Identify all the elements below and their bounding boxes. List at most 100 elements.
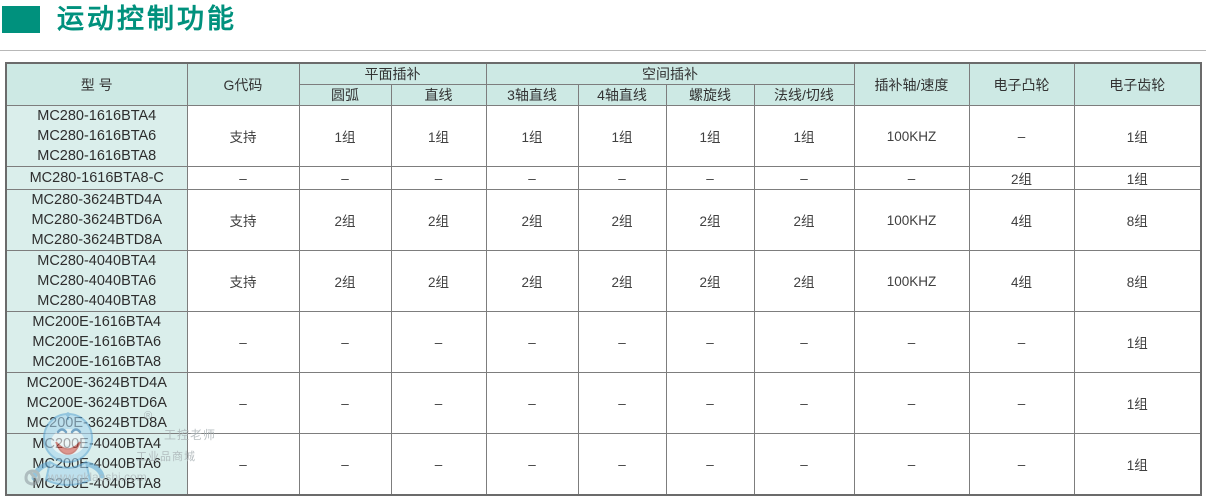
cell-normal-tangent: 1组 (753, 105, 855, 167)
col-header-3axis-line: 3轴直线 (485, 84, 579, 106)
table-row: MC280-1616BTA4 MC280-1616BTA6 MC280-1616… (5, 105, 1202, 167)
model-name: MC280-4040BTA6 (37, 273, 157, 289)
model-cell: MC280-1616BTA8-C (5, 166, 188, 190)
cell-gear: 1组 (1073, 433, 1202, 496)
header-row-1: 型 号 G代码 平面插补 空间插补 插补轴/速度 电子凸轮 电子齿轮 (5, 62, 1202, 106)
model-name: MC200E-1616BTA8 (32, 354, 162, 370)
cell-normal-tangent: 2组 (753, 189, 855, 251)
cell-axis-speed: – (853, 311, 970, 373)
cell-axis-speed: 100KHZ (853, 105, 970, 167)
cell-arc: 2组 (298, 189, 392, 251)
cell-3axis: – (485, 433, 579, 496)
table-row: MC280-1616BTA8-C – – – – – – – – 2组 1组 (5, 166, 1202, 190)
cell-cam: – (968, 433, 1075, 496)
col-header-arc: 圆弧 (298, 84, 392, 106)
col-header-gcode: G代码 (186, 62, 300, 106)
cell-4axis: – (577, 372, 667, 434)
table-row: MC200E-4040BTA4 MC200E-4040BTA6 MC200E-4… (5, 433, 1202, 496)
header-row-2: 圆弧 直线 3轴直线 4轴直线 螺旋线 法线/切线 (6, 84, 1201, 106)
cell-cam: – (968, 105, 1075, 167)
cell-3axis: – (485, 311, 579, 373)
cell-gear: 1组 (1073, 372, 1202, 434)
cell-4axis: – (577, 311, 667, 373)
cell-gcode: 支持 (186, 250, 300, 312)
cell-gear: 1组 (1073, 105, 1202, 167)
model-name: MC280-4040BTA8 (37, 293, 157, 309)
table-row: MC280-4040BTA4 MC280-4040BTA6 MC280-4040… (5, 250, 1202, 312)
model-name: MC200E-3624BTD8A (26, 415, 167, 431)
cell-line: – (390, 433, 487, 496)
model-name: MC280-3624BTD8A (31, 232, 163, 248)
cell-arc: – (298, 311, 392, 373)
cell-normal-tangent: 2组 (753, 250, 855, 312)
model-name: MC280-1616BTA8-C (29, 170, 164, 186)
cell-line: 1组 (390, 105, 487, 167)
cell-helix: 2组 (665, 189, 755, 251)
col-header-electronic-gear: 电子齿轮 (1073, 62, 1202, 106)
col-header-axis-speed: 插补轴/速度 (853, 62, 970, 106)
cell-arc: 2组 (298, 250, 392, 312)
model-name: MC280-3624BTD4A (31, 192, 163, 208)
model-name: MC200E-4040BTA8 (32, 476, 162, 492)
cell-cam: 4组 (968, 189, 1075, 251)
model-name: MC200E-1616BTA6 (32, 334, 162, 350)
model-name: MC280-1616BTA8 (37, 148, 157, 164)
model-cell: MC200E-4040BTA4 MC200E-4040BTA6 MC200E-4… (5, 433, 188, 496)
cell-line: – (390, 372, 487, 434)
cell-4axis: – (577, 433, 667, 496)
cell-axis-speed: – (853, 166, 970, 190)
cell-line: 2组 (390, 250, 487, 312)
motion-control-spec-table: 型 号 G代码 平面插补 空间插补 插补轴/速度 电子凸轮 电子齿轮 圆弧 直线… (5, 62, 1202, 496)
cell-arc: 1组 (298, 105, 392, 167)
page-title: 运动控制功能 (57, 4, 237, 34)
model-name: MC280-4040BTA4 (37, 253, 157, 269)
model-cell: MC280-1616BTA4 MC280-1616BTA6 MC280-1616… (5, 105, 188, 167)
table-row: MC200E-1616BTA4 MC200E-1616BTA6 MC200E-1… (5, 311, 1202, 373)
cell-axis-speed: 100KHZ (853, 250, 970, 312)
cell-axis-speed: – (853, 372, 970, 434)
cell-cam: 4组 (968, 250, 1075, 312)
col-header-normal-tangent: 法线/切线 (753, 84, 855, 106)
cell-axis-speed: – (853, 433, 970, 496)
cell-gear: 1组 (1073, 311, 1202, 373)
cell-3axis: – (485, 166, 579, 190)
cell-4axis: 2组 (577, 189, 667, 251)
cell-normal-tangent: – (753, 311, 855, 373)
cell-gcode: – (186, 166, 300, 190)
cell-normal-tangent: – (753, 166, 855, 190)
cell-axis-speed: 100KHZ (853, 189, 970, 251)
cell-line: 2组 (390, 189, 487, 251)
col-header-model: 型 号 (5, 62, 188, 106)
cell-gcode: 支持 (186, 189, 300, 251)
table-row: MC200E-3624BTD4A MC200E-3624BTD6A MC200E… (5, 372, 1202, 434)
section-bullet-icon (2, 6, 40, 33)
cell-gcode: 支持 (186, 105, 300, 167)
title-divider (0, 50, 1206, 51)
cell-normal-tangent: – (753, 372, 855, 434)
cell-helix: – (665, 166, 755, 190)
cell-gear: 8组 (1073, 189, 1202, 251)
cell-gear: 1组 (1073, 166, 1202, 190)
cell-line: – (390, 166, 487, 190)
col-header-space-interpolation: 空间插补 (485, 62, 855, 85)
cell-gcode: – (186, 372, 300, 434)
col-header-4axis-line: 4轴直线 (577, 84, 667, 106)
cell-gear: 8组 (1073, 250, 1202, 312)
cell-helix: 1组 (665, 105, 755, 167)
model-cell: MC280-4040BTA4 MC280-4040BTA6 MC280-4040… (5, 250, 188, 312)
cell-arc: – (298, 372, 392, 434)
model-name: MC280-1616BTA4 (37, 108, 157, 124)
section-header: 运动控制功能 (2, 6, 237, 33)
cell-gcode: – (186, 311, 300, 373)
col-header-helix: 螺旋线 (665, 84, 755, 106)
cell-helix: – (665, 433, 755, 496)
model-cell: MC280-3624BTD4A MC280-3624BTD6A MC280-36… (5, 189, 188, 251)
cell-4axis: 1组 (577, 105, 667, 167)
col-header-plane-interpolation: 平面插补 (298, 62, 487, 85)
model-name: MC200E-4040BTA4 (32, 436, 162, 452)
cell-4axis: 2组 (577, 250, 667, 312)
model-name: MC200E-4040BTA6 (32, 456, 162, 472)
cell-normal-tangent: – (753, 433, 855, 496)
cell-4axis: – (577, 166, 667, 190)
cell-3axis: 2组 (485, 250, 579, 312)
